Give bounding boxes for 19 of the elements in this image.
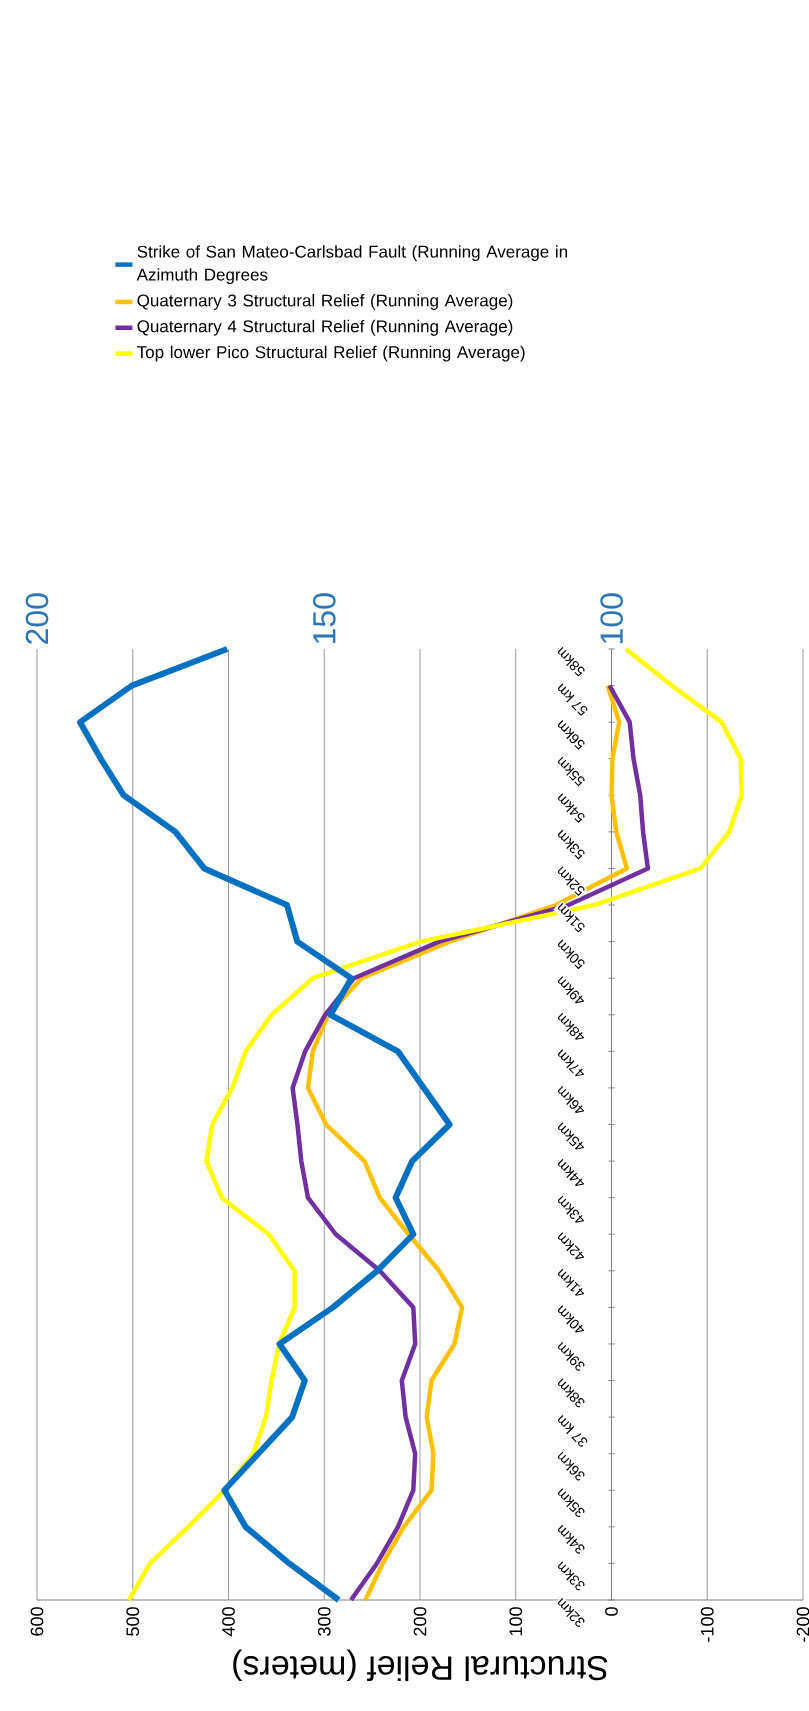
x-tick-label: 400 — [222, 1607, 235, 1637]
x2-tick-label: 200 — [25, 593, 49, 644]
x-tick-label: 500 — [126, 1607, 140, 1636]
legend-label: Top lower Pico Structural Relief (Running Average) — [137, 345, 525, 362]
y-tick-label: 57 km — [557, 683, 588, 716]
x-tick-label: 300 — [317, 1607, 331, 1636]
x-tick-label: -100 — [700, 1607, 714, 1642]
x2-tick-label: 150 — [312, 593, 336, 644]
x-tick-label: 0 — [605, 1607, 618, 1616]
x-tick-label: 100 — [509, 1607, 523, 1636]
x-tick-label: -200 — [796, 1607, 809, 1642]
x2-tick-label: 100 — [600, 593, 623, 644]
x-tick-label: 600 — [30, 1607, 44, 1636]
legend-label: Quaternary 3 Structural Relief (Running Average) — [137, 294, 513, 310]
legend-label: Quaternary 4 Structural Relief (Running Average) — [137, 319, 513, 336]
x-tick-label: 200 — [413, 1607, 427, 1636]
y-tick-label: 37 km — [557, 1415, 588, 1447]
legend-label: Strike of San Mateo-Carlsbad Fault (Running Average in Azimuth Degrees — [136, 245, 568, 285]
x-axis-title: Structural Relief (meters) — [233, 1649, 608, 1682]
